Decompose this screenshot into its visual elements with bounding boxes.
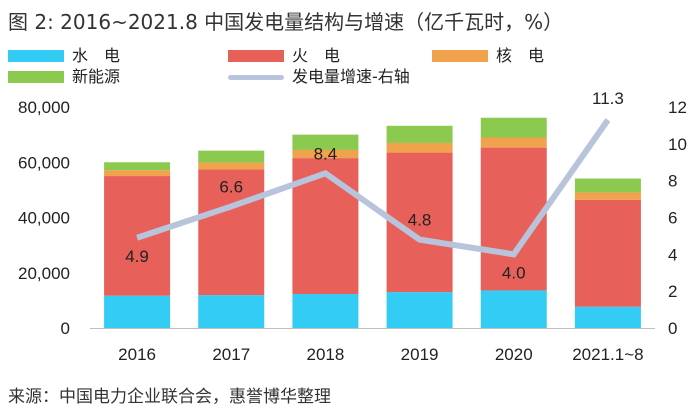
legend-label: 发电量增速-右轴 bbox=[292, 67, 410, 86]
bar-segment-3 bbox=[104, 162, 171, 171]
x-tick-label: 2019 bbox=[401, 345, 439, 364]
bar-segment-3 bbox=[292, 134, 359, 150]
legend-label: 核 电 bbox=[496, 46, 545, 65]
bar-segment-0 bbox=[386, 292, 453, 328]
legend-swatch bbox=[8, 71, 64, 83]
growth-data-label: 8.4 bbox=[314, 144, 338, 163]
x-tick-label: 2018 bbox=[307, 345, 345, 364]
legend-swatch bbox=[228, 75, 284, 80]
y2-tick-label: 6 bbox=[668, 209, 677, 228]
y2-tick-label: 0 bbox=[668, 319, 677, 338]
bar-segment-1 bbox=[574, 199, 641, 307]
bar-segment-3 bbox=[198, 150, 265, 163]
y-tick-label: 80,000 bbox=[18, 98, 70, 117]
y-tick-label: 60,000 bbox=[18, 153, 70, 172]
bar-segment-2 bbox=[198, 162, 265, 170]
x-tick-label: 2017 bbox=[212, 345, 250, 364]
y-tick-label: 0 bbox=[61, 319, 70, 338]
bar-segment-3 bbox=[480, 117, 547, 138]
bar-segment-0 bbox=[480, 290, 547, 328]
growth-data-label: 4.9 bbox=[125, 247, 149, 266]
growth-data-label: 4.8 bbox=[408, 211, 432, 230]
bar-segment-3 bbox=[574, 178, 641, 193]
growth-data-label: 11.3 bbox=[592, 89, 624, 108]
y2-tick-label: 8 bbox=[668, 172, 677, 191]
bar-segment-0 bbox=[574, 306, 641, 328]
x-tick-label: 2020 bbox=[495, 345, 533, 364]
legend-label: 火 电 bbox=[292, 46, 341, 65]
growth-data-label: 6.6 bbox=[219, 177, 243, 196]
y-tick-label: 40,000 bbox=[18, 209, 70, 228]
bar-segment-1 bbox=[198, 169, 265, 296]
bar-segment-0 bbox=[198, 295, 265, 328]
source-note: 来源：中国电力企业联合会，惠誉博华整理 bbox=[8, 387, 331, 407]
legend-swatch bbox=[228, 50, 284, 62]
bar-segment-0 bbox=[292, 294, 359, 328]
y2-tick-label: 10 bbox=[668, 135, 687, 154]
bar-segment-3 bbox=[386, 125, 453, 143]
bar-segment-2 bbox=[480, 137, 547, 148]
y2-tick-label: 2 bbox=[668, 282, 677, 301]
legend-label: 水 电 bbox=[72, 46, 121, 65]
legend-swatch bbox=[8, 50, 64, 62]
bar-segment-2 bbox=[574, 192, 641, 200]
x-tick-label: 2016 bbox=[118, 345, 156, 364]
growth-line bbox=[136, 118, 611, 258]
legend-label: 新能源 bbox=[72, 67, 121, 86]
bar-segment-2 bbox=[386, 142, 453, 153]
y-tick-label: 20,000 bbox=[18, 264, 70, 283]
x-tick-label: 2021.1~8 bbox=[572, 345, 643, 364]
growth-data-label: 4.0 bbox=[502, 263, 526, 282]
bar-segment-0 bbox=[104, 295, 171, 328]
bar-segment-2 bbox=[292, 149, 359, 159]
chart-title: 图 2: 2016~2021.8 中国发电量结构与增速（亿千瓦时，%） bbox=[8, 10, 564, 34]
bar-segment-2 bbox=[104, 170, 171, 177]
y2-tick-label: 4 bbox=[668, 245, 677, 264]
legend-swatch bbox=[432, 50, 488, 62]
y2-tick-label: 12 bbox=[668, 98, 687, 117]
